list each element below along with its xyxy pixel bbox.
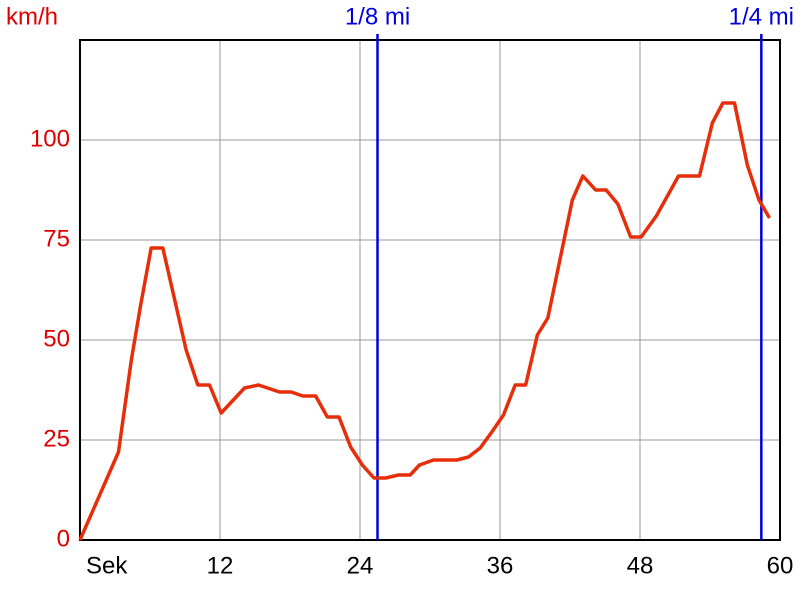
y-axis-label: km/h	[6, 3, 58, 30]
y-tick-label: 100	[30, 125, 70, 152]
speed-line	[78, 101, 772, 541]
y-tick-label: 25	[43, 425, 70, 452]
distance-marker-label: 1/8 mi	[345, 3, 410, 30]
y-tick-label: 75	[43, 225, 70, 252]
y-tick-label: 0	[57, 525, 70, 552]
plot-frame	[79, 39, 781, 541]
x-tick-label: 60	[767, 552, 794, 579]
x-tick-label: 24	[347, 552, 374, 579]
y-tick-label: 50	[43, 325, 70, 352]
x-tick-label: 48	[627, 552, 654, 579]
x-tick-label: 36	[487, 552, 514, 579]
x-tick-label: 12	[207, 552, 234, 579]
distance-marker-label: 1/4 mi	[729, 3, 794, 30]
x-axis-label: Sek	[86, 552, 128, 579]
